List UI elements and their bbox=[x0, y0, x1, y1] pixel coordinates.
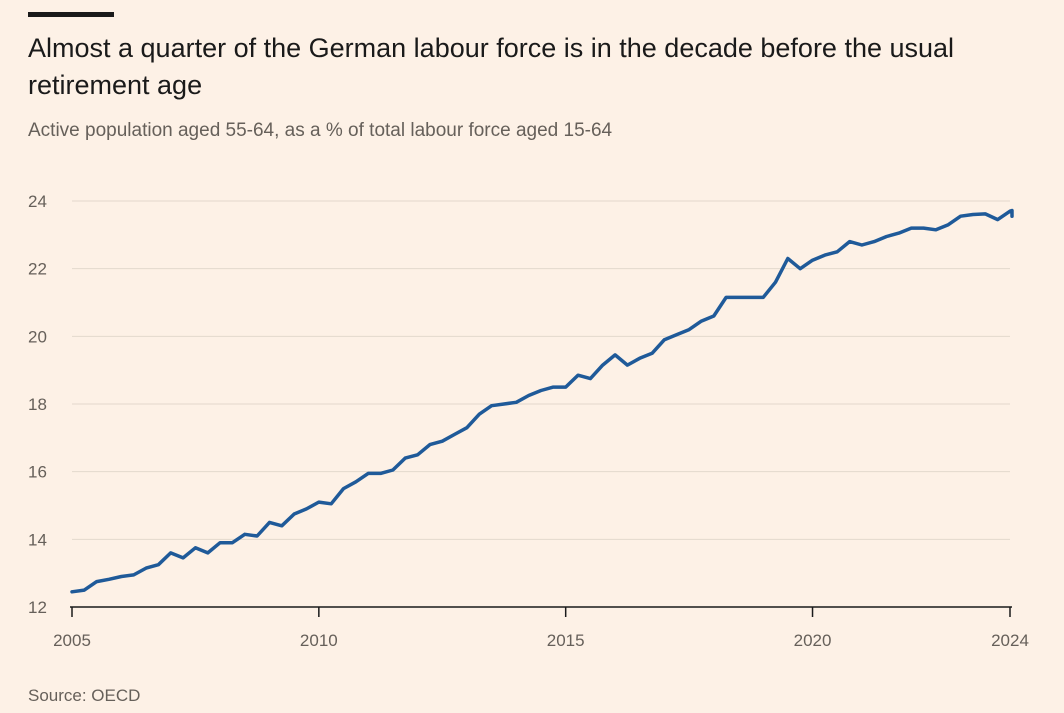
x-tick-label-2015: 2015 bbox=[547, 631, 585, 650]
x-axis-ticks: 2005 2010 2015 2020 2024 bbox=[53, 607, 1029, 650]
x-tick-label-2010: 2010 bbox=[300, 631, 338, 650]
x-tick-label-2024: 2024 bbox=[991, 631, 1029, 650]
y-tick-label-24: 24 bbox=[28, 192, 47, 211]
top-rule bbox=[28, 12, 114, 17]
series-layer bbox=[70, 208, 1014, 594]
source-note: Source: OECD bbox=[28, 686, 141, 705]
x-tick-label-2020: 2020 bbox=[794, 631, 832, 650]
y-tick-label-12: 12 bbox=[28, 598, 47, 617]
y-tick-label-16: 16 bbox=[28, 463, 47, 482]
y-axis-ticks: 12 14 16 18 20 22 24 bbox=[28, 192, 47, 617]
x-tick-label-2005: 2005 bbox=[53, 631, 91, 650]
y-tick-label-20: 20 bbox=[28, 327, 47, 346]
y-tick-label-22: 22 bbox=[28, 260, 47, 279]
series-line-0 bbox=[70, 208, 1014, 594]
gridlines bbox=[70, 200, 1012, 608]
chart-subtitle: Active population aged 55-64, as a % of … bbox=[28, 120, 613, 141]
y-tick-label-18: 18 bbox=[28, 395, 47, 414]
chart-title: Almost a quarter of the German labour fo… bbox=[28, 33, 955, 100]
y-tick-label-14: 14 bbox=[28, 530, 47, 549]
